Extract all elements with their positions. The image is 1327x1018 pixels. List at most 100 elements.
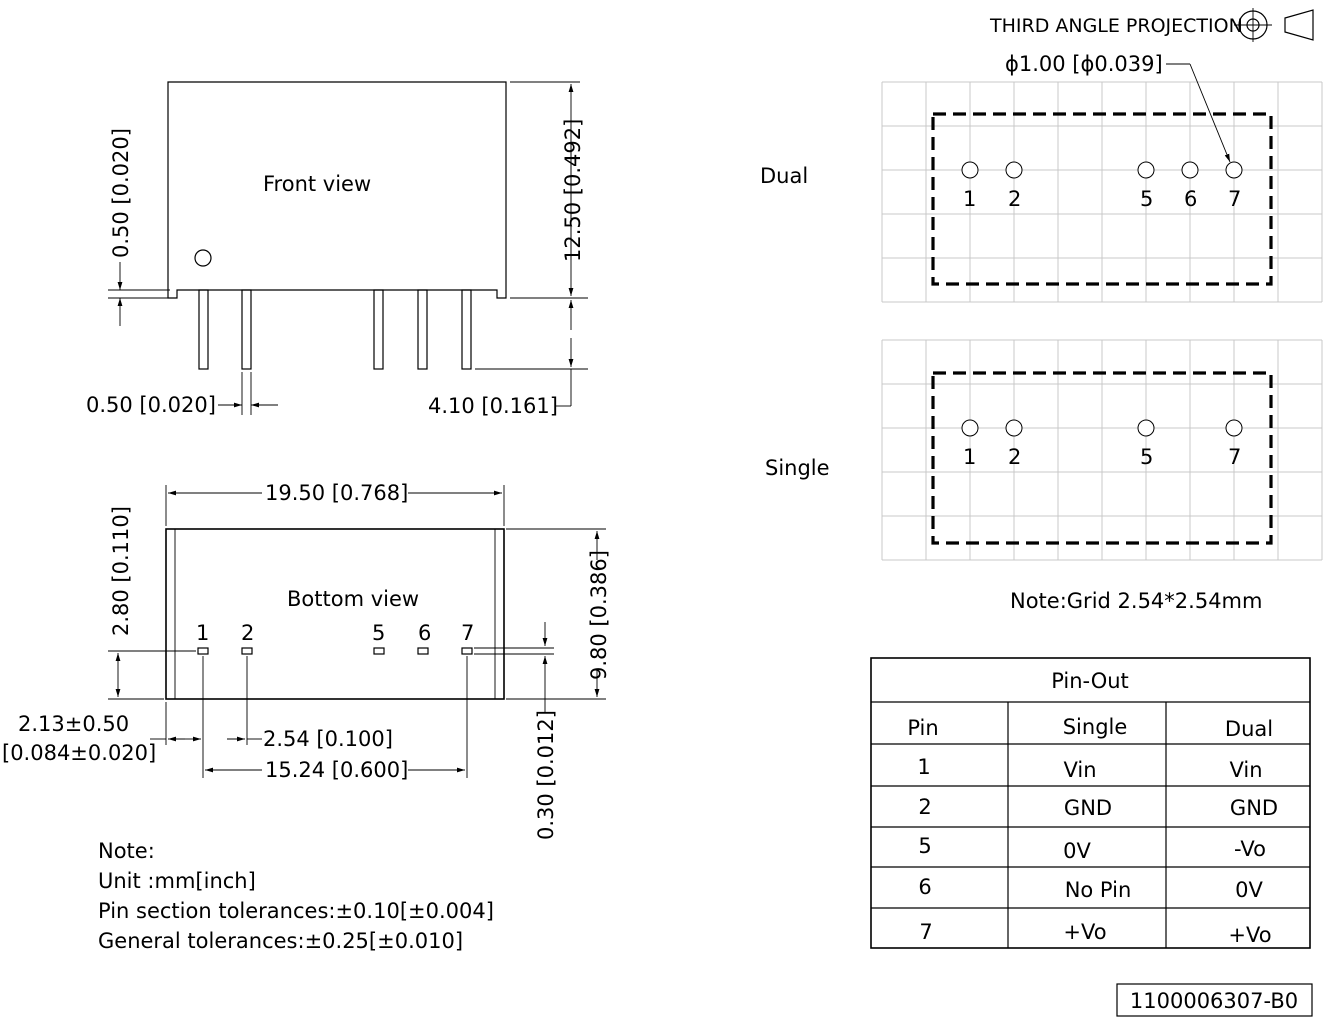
notes-general-tolerance: General tolerances:±0.25[±0.010] <box>98 929 463 953</box>
table-row: 2 GND GND <box>918 795 1278 820</box>
single-outline <box>931 371 1273 545</box>
pinout-cell: GND <box>1230 796 1278 820</box>
projection-symbol-icon <box>1234 8 1314 42</box>
pinout-cell: -Vo <box>1234 837 1266 861</box>
table-row: 6 No Pin 0V <box>918 875 1263 902</box>
single-pin-hole <box>1225 419 1243 437</box>
dual-label: Dual <box>760 164 808 188</box>
front-view: Front view 0.50 [0.020] 12.50 [0.492] 4.… <box>86 81 588 418</box>
dim-pin-row: 2.80 [0.110] <box>109 506 133 636</box>
bottom-pin-label: 5 <box>372 621 385 645</box>
bottom-pin-labels: 1 2 5 6 7 <box>196 621 474 645</box>
footprint-dual: 1 2 5 6 7 Dual ϕ1.00 [ϕ0.039] <box>760 52 1323 303</box>
doc-number: 1100006307-B0 <box>1130 989 1298 1013</box>
dim-pin-width: 0.50 [0.020] <box>86 393 216 417</box>
bottom-pin <box>373 647 385 655</box>
pinout-header: Single <box>1063 715 1128 739</box>
dual-pin-label: 1 <box>963 187 976 211</box>
dual-pin-hole <box>1181 161 1199 179</box>
bottom-pin <box>417 647 429 655</box>
pinout-title: Pin-Out <box>1051 669 1129 693</box>
single-pin-hole <box>1005 419 1023 437</box>
front-view-title: Front view <box>263 172 371 196</box>
pinout-cell: 5 <box>918 834 931 858</box>
pinout-cell: 0V <box>1063 839 1091 863</box>
pinout-header: Dual <box>1225 717 1273 741</box>
bottom-view-pins <box>197 647 473 655</box>
pinout-cell: 2 <box>918 795 931 819</box>
pinout-table: Pin-Out Pin Single Dual 1 Vin Vin 2 GND … <box>870 657 1311 949</box>
bottom-pin <box>197 647 209 655</box>
pinout-cell: 0V <box>1235 878 1263 902</box>
footprint-single: 1 2 5 7 Single <box>765 339 1323 561</box>
bottom-view: Bottom view 1 2 5 6 7 19.50 [0.768] 2.80… <box>2 481 611 840</box>
dual-pin-label: 5 <box>1140 187 1153 211</box>
notes-unit: Unit :mm[inch] <box>98 869 256 893</box>
dual-pin-hole <box>1225 161 1243 179</box>
front-pin <box>461 289 472 370</box>
pinout-cell: +Vo <box>1228 923 1271 947</box>
pinout-cell: Vin <box>1229 758 1262 782</box>
pinout-header: Pin <box>907 716 938 740</box>
projection-block: THIRD ANGLE PROJECTION <box>989 8 1314 42</box>
bottom-pin-label: 6 <box>418 621 431 645</box>
front-pin <box>417 289 428 370</box>
notes-block: Note: Unit :mm[inch] Pin section toleran… <box>98 839 494 953</box>
bottom-pin-label: 2 <box>241 621 254 645</box>
footprint-grid <box>881 81 1323 303</box>
dim-height: 12.50 [0.492] <box>561 119 585 262</box>
dim-pin-length: 4.10 [0.161] <box>428 394 558 418</box>
front-view-pins <box>198 289 472 370</box>
front-pin <box>241 289 252 370</box>
grid-note: Note:Grid 2.54*2.54mm <box>1010 589 1262 613</box>
pinout-cell: 1 <box>917 755 930 779</box>
pinout-table-frame <box>870 657 1311 949</box>
projection-label: THIRD ANGLE PROJECTION <box>989 15 1243 37</box>
notes-pin-tolerance: Pin section tolerances:±0.10[±0.004] <box>98 899 494 923</box>
bottom-pin <box>241 647 253 655</box>
front-pin <box>198 289 209 370</box>
pinout-cell: 7 <box>919 920 932 944</box>
dual-outline <box>931 112 1273 286</box>
bottom-pin-label: 1 <box>196 621 209 645</box>
front-view-body <box>167 81 507 299</box>
pinout-cell: 6 <box>918 875 931 899</box>
bottom-pin-label: 7 <box>461 621 474 645</box>
dim-standoff: 0.50 [0.020] <box>109 128 133 258</box>
dual-pin-label: 6 <box>1184 187 1197 211</box>
single-pin-label: 2 <box>1008 445 1021 469</box>
dim-span: 15.24 [0.600] <box>265 758 408 782</box>
dim-pitch: 2.54 [0.100] <box>263 727 393 751</box>
bottom-pin <box>461 647 473 655</box>
dual-pin-hole <box>1137 161 1155 179</box>
bottom-view-body <box>165 528 505 700</box>
bottom-view-title: Bottom view <box>287 587 419 611</box>
pinout-cell: GND <box>1064 796 1112 820</box>
single-pin-hole <box>1137 419 1155 437</box>
single-pin-label: 5 <box>1140 445 1153 469</box>
pin1-marker-icon <box>194 249 212 267</box>
dual-pin-label: 7 <box>1228 187 1241 211</box>
dual-pin-hole <box>1005 161 1023 179</box>
pinout-cell: +Vo <box>1063 920 1106 944</box>
single-pin-label: 1 <box>963 445 976 469</box>
single-label: Single <box>765 456 830 480</box>
doc-number-box: 1100006307-B0 <box>1116 983 1313 1017</box>
dual-pin-label: 2 <box>1008 187 1021 211</box>
dim-width: 9.80 [0.386] <box>587 550 611 680</box>
hole-dimension: ϕ1.00 [ϕ0.039] <box>1005 52 1163 76</box>
dual-pin-hole <box>961 161 979 179</box>
dim-edge-2: [0.084±0.020] <box>2 741 156 765</box>
pinout-cell: No Pin <box>1065 878 1132 902</box>
table-row: 5 0V -Vo <box>918 834 1266 863</box>
table-row: 1 Vin Vin <box>917 755 1262 782</box>
pinout-cell: Vin <box>1063 758 1096 782</box>
dim-length: 19.50 [0.768] <box>265 481 408 505</box>
dim-pin-thk: 0.30 [0.012] <box>534 710 558 840</box>
dim-edge-1: 2.13±0.50 <box>18 712 129 736</box>
table-row: 7 +Vo +Vo <box>919 920 1271 947</box>
single-pin-label: 7 <box>1228 445 1241 469</box>
single-pin-hole <box>961 419 979 437</box>
notes-title: Note: <box>98 839 155 863</box>
